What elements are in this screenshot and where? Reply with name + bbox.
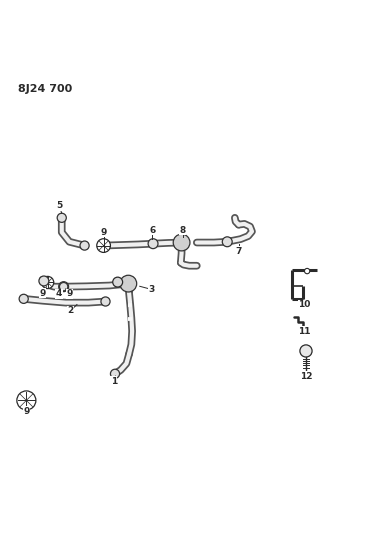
Text: 9: 9	[100, 228, 107, 237]
Circle shape	[97, 239, 110, 253]
Text: 9: 9	[39, 289, 46, 297]
Circle shape	[59, 282, 69, 292]
Circle shape	[305, 269, 310, 274]
Circle shape	[59, 282, 68, 291]
Text: 8: 8	[179, 226, 186, 235]
Text: 11: 11	[298, 327, 311, 336]
Text: 9: 9	[23, 407, 30, 416]
Circle shape	[80, 241, 89, 250]
Circle shape	[42, 277, 54, 288]
Text: 6: 6	[149, 226, 156, 235]
Circle shape	[39, 276, 49, 286]
Text: 1: 1	[111, 377, 117, 386]
Text: 9: 9	[66, 289, 73, 298]
Circle shape	[57, 213, 66, 222]
Text: 10: 10	[298, 300, 311, 309]
Text: 2: 2	[68, 306, 74, 315]
Circle shape	[110, 369, 120, 378]
Circle shape	[300, 345, 312, 357]
Text: 4: 4	[56, 289, 62, 298]
Text: 12: 12	[300, 372, 312, 381]
Circle shape	[222, 237, 232, 247]
Circle shape	[17, 391, 36, 410]
Text: 3: 3	[148, 285, 154, 294]
Circle shape	[101, 297, 110, 306]
Circle shape	[120, 275, 137, 292]
Circle shape	[173, 234, 190, 251]
Text: 5: 5	[56, 201, 62, 210]
Text: 7: 7	[235, 247, 242, 256]
Text: 8J24 700: 8J24 700	[18, 84, 72, 94]
Circle shape	[19, 294, 28, 303]
Circle shape	[113, 277, 123, 287]
Circle shape	[148, 239, 158, 248]
